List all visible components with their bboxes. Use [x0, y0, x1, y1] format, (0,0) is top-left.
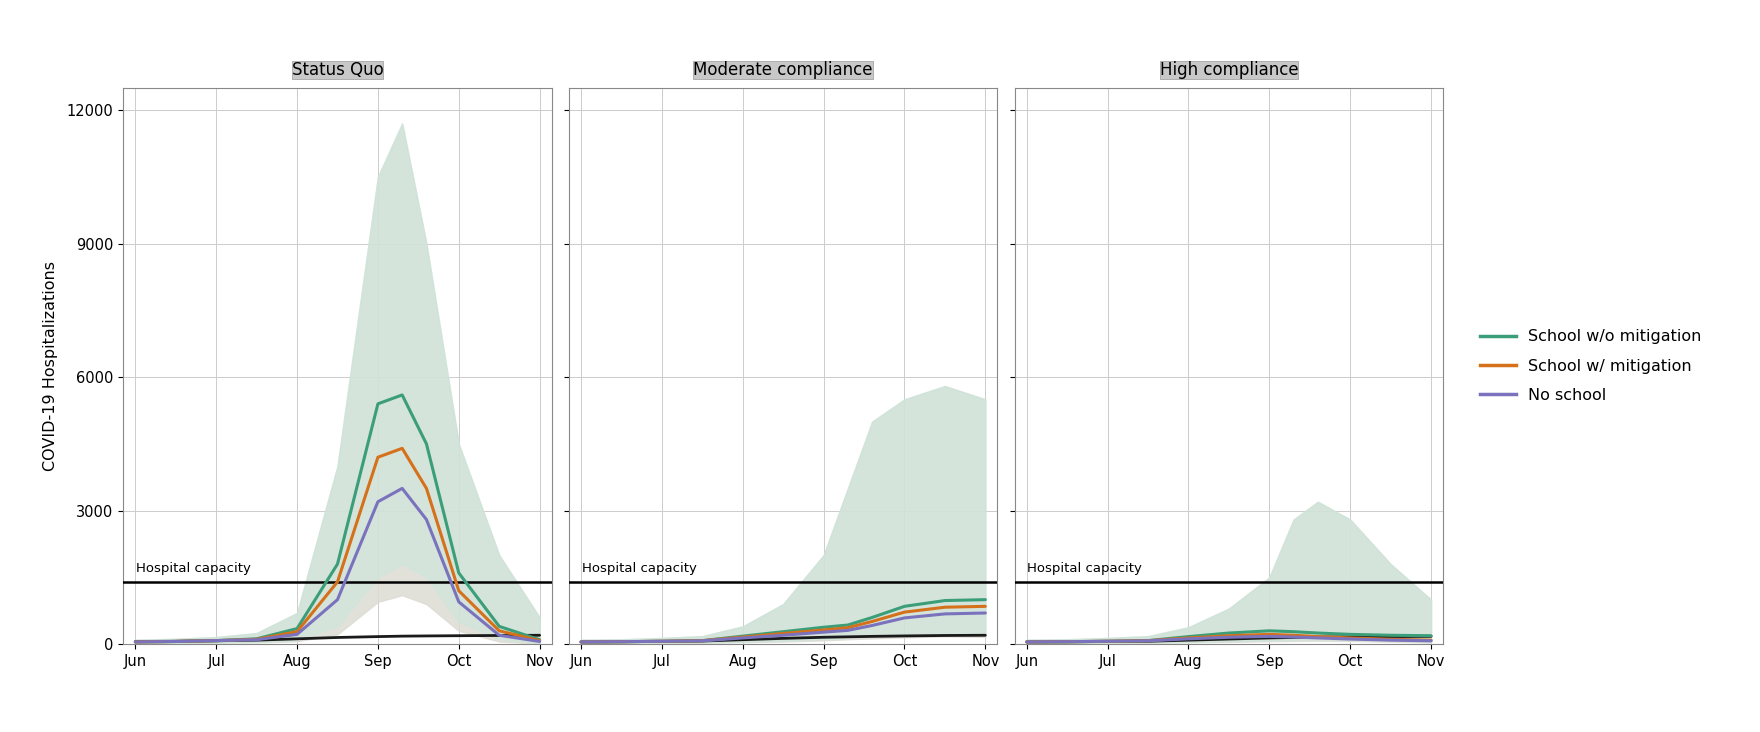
Text: Hospital capacity: Hospital capacity	[583, 562, 697, 575]
Text: Hospital capacity: Hospital capacity	[136, 562, 252, 575]
Text: Status Quo: Status Quo	[292, 61, 384, 80]
Text: Moderate compliance: Moderate compliance	[693, 61, 873, 80]
Legend: School w/o mitigation, School w/ mitigation, No school: School w/o mitigation, School w/ mitigat…	[1475, 323, 1709, 409]
Text: High compliance: High compliance	[1160, 61, 1299, 80]
Text: Hospital capacity: Hospital capacity	[1028, 562, 1142, 575]
Y-axis label: COVID-19 Hospitalizations: COVID-19 Hospitalizations	[44, 261, 58, 471]
